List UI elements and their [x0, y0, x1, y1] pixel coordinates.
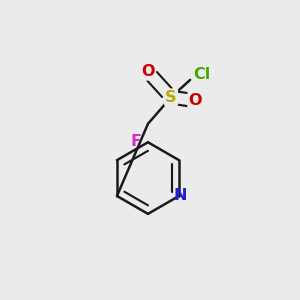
Text: O: O [141, 64, 155, 79]
Text: O: O [189, 93, 202, 108]
Text: Cl: Cl [194, 67, 211, 82]
Text: N: N [173, 188, 187, 203]
Text: F: F [130, 134, 142, 148]
Text: S: S [165, 90, 177, 105]
